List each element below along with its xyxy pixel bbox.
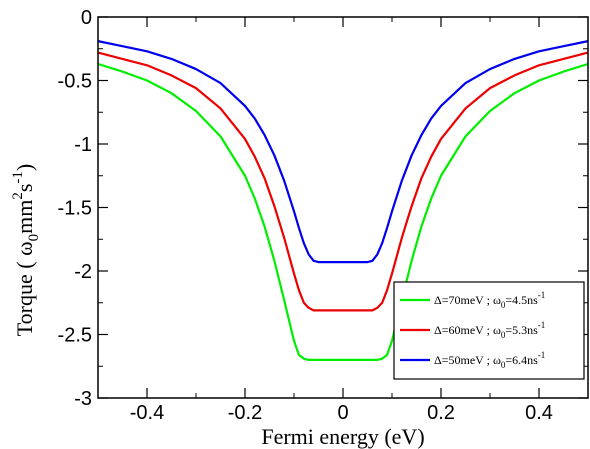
y-tick-label: -1.5 <box>58 198 92 220</box>
plot-layer <box>97 40 589 361</box>
x-tick-label: 0.4 <box>525 402 553 424</box>
x-axis-title: Fermi energy (eV) <box>261 424 424 449</box>
y-axis-title-s-sup: -1 <box>10 171 26 184</box>
y-axis-title-mm-sup: 2 <box>10 192 26 200</box>
axes-layer: -0.4 -0.2 0 0.2 0.4 0 -0.5 -1 -1.5 -2 -2.5 -3 <box>58 7 589 424</box>
series-line-1 <box>97 62 589 361</box>
x-tick-label: 0 <box>337 402 348 424</box>
legend: Δ=70meV ; ω0=4.5ns-1 Δ=60meV ; ω0=5.3ns-1… <box>393 281 585 380</box>
y-axis-title-omega: ω <box>12 241 37 255</box>
y-tick-label: -0.5 <box>58 71 92 93</box>
x-tick-label: 0.2 <box>427 402 455 424</box>
y-tick-label: -1 <box>74 134 92 156</box>
y-axis-title-s: s <box>12 184 37 193</box>
legend-label-1: Δ=70meV ; ω0=4.5ns-1 <box>434 290 545 310</box>
legend-label-2: Δ=60meV ; ω0=5.3ns-1 <box>434 320 545 340</box>
y-tick-label: -2 <box>74 261 92 283</box>
legend-label-3: Δ=50meV ; ω0=6.4ns-1 <box>434 350 545 370</box>
y-axis-title-close: ) <box>12 164 37 171</box>
y-axis-title: Torque ( ω0mm2s-1) <box>10 164 42 336</box>
x-tick-label: -0.2 <box>228 402 262 424</box>
y-axis-title-mm: mm <box>12 200 37 234</box>
y-axis-title-open: Torque ( <box>12 256 37 336</box>
y-tick-label: -2.5 <box>58 325 92 347</box>
y-tick-label: 0 <box>81 7 92 29</box>
y-tick-label: -3 <box>74 388 92 410</box>
series-line-2 <box>97 51 589 312</box>
series-line-3 <box>97 40 589 264</box>
x-tick-label: -0.4 <box>130 402 164 424</box>
y-axis-title-omega-sub: 0 <box>26 234 42 242</box>
